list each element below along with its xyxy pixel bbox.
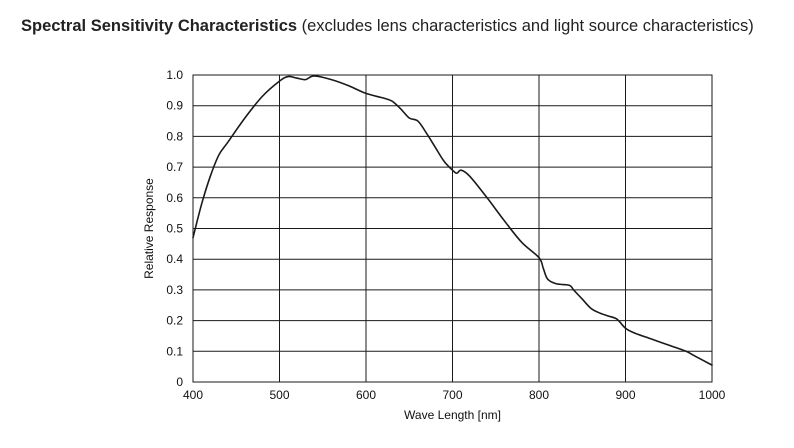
x-tick-label-500: 500 <box>269 388 289 402</box>
y-axis-ticks: 0 0.1 0.2 0.3 0.4 0.5 0.6 0.7 0.8 0.9 1.0 <box>166 68 183 389</box>
y-tick-label-0: 0 <box>176 375 183 389</box>
series-line-relative-response <box>192 75 713 366</box>
y-tick-label-0.2: 0.2 <box>166 314 183 328</box>
y-tick-label-1.0: 1.0 <box>166 68 183 82</box>
chart-subtitle: (excludes lens characteristics and light… <box>301 17 754 35</box>
x-axis-ticks: 400 500 600 700 800 900 1000 <box>183 388 726 402</box>
plot-frame <box>192 74 713 383</box>
y-tick-label-0.3: 0.3 <box>166 283 183 297</box>
chart-title: Spectral Sensitivity Characteristics (ex… <box>21 17 791 36</box>
x-axis-label: Wave Length [nm] <box>404 408 501 422</box>
grid-lines <box>192 74 713 383</box>
y-tick-label-0.5: 0.5 <box>166 222 183 236</box>
x-tick-label-1000: 1000 <box>699 388 726 402</box>
y-tick-label-0.1: 0.1 <box>166 344 183 358</box>
x-tick-label-600: 600 <box>356 388 376 402</box>
chart-title-main: Spectral Sensitivity Characteristics <box>21 17 298 35</box>
y-tick-label-0.4: 0.4 <box>166 252 183 266</box>
x-tick-label-400: 400 <box>183 388 203 402</box>
y-tick-label-0.9: 0.9 <box>166 99 183 113</box>
y-axis-label: Relative Response <box>142 178 156 279</box>
y-tick-label-0.7: 0.7 <box>166 160 183 174</box>
x-tick-label-800: 800 <box>529 388 549 402</box>
y-tick-label-0.8: 0.8 <box>166 129 183 143</box>
x-tick-label-700: 700 <box>442 388 462 402</box>
x-tick-label-900: 900 <box>615 388 635 402</box>
y-tick-label-0.6: 0.6 <box>166 191 183 205</box>
